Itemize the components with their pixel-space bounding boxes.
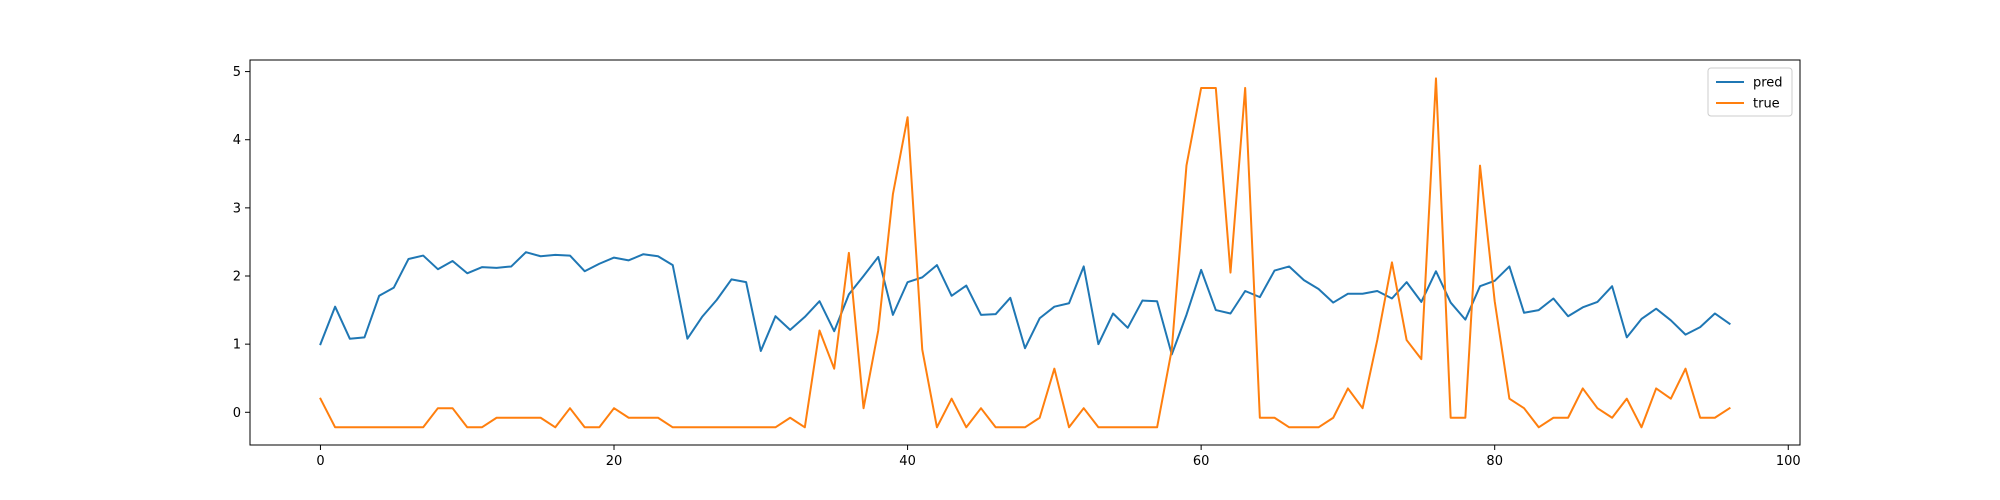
x-tick-label: 40 (899, 454, 916, 469)
plot-background (250, 60, 1800, 445)
legend: pred true (1707, 67, 1793, 117)
x-tick-label: 20 (606, 454, 623, 469)
x-tick-label: 80 (1486, 454, 1503, 469)
x-axis: 0 20 40 60 80 100 (316, 445, 1801, 469)
y-tick-label: 1 (233, 338, 241, 353)
x-tick-label: 0 (316, 454, 324, 469)
y-tick-label: 0 (233, 406, 241, 421)
legend-label-true: true (1753, 97, 1780, 112)
plot-frame (249, 59, 1801, 446)
y-axis: 0 1 2 3 4 5 (233, 65, 250, 421)
series-line-true (319, 77, 1731, 429)
y-tick-label: 3 (233, 201, 241, 216)
x-tick-label: 60 (1193, 454, 1210, 469)
y-tick-label: 4 (233, 133, 241, 148)
x-tick-label: 100 (1776, 454, 1801, 469)
legend-label-pred: pred (1753, 76, 1783, 91)
series-line-pred (319, 251, 1731, 356)
y-tick-label: 2 (233, 270, 241, 285)
y-tick-label: 5 (233, 65, 241, 80)
series-layer (319, 77, 1731, 429)
